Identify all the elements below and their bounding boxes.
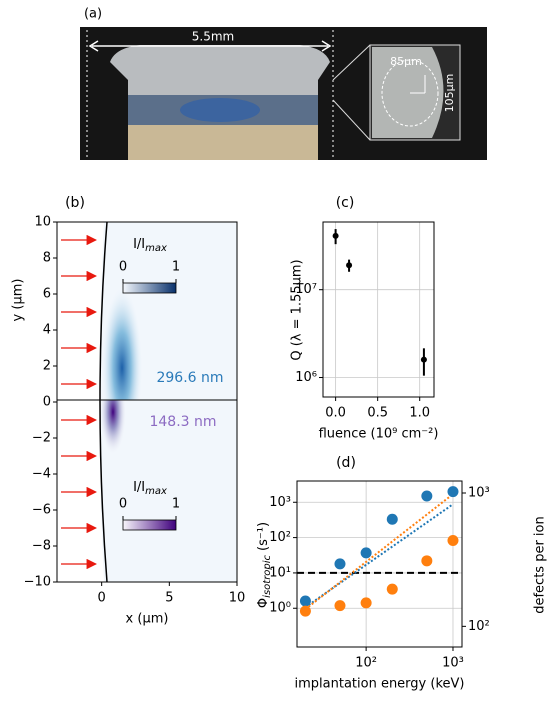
colorbar-label-main: I/I	[133, 480, 145, 495]
panel-label: (a)	[84, 7, 102, 22]
y-axis-label: Φisotropic (s⁻¹)	[256, 522, 274, 608]
y2-tick-label: 10²	[468, 619, 490, 634]
plot-frame	[56, 221, 238, 583]
colorbar-tick-label: 1	[172, 497, 180, 512]
data-point	[447, 486, 459, 498]
y-tick-label: 4	[43, 323, 51, 338]
data-point	[420, 356, 427, 363]
y-tick-label: −6	[32, 503, 51, 518]
data-point	[346, 262, 353, 269]
panel-label: (d)	[336, 455, 356, 471]
x-tick-label: 0.0	[325, 406, 346, 421]
x-axis-label: fluence (10⁹ cm⁻²)	[319, 427, 439, 442]
y-axis-label: Q (λ = 1.55μm)	[290, 259, 305, 360]
y-tick-label: 8	[43, 251, 51, 266]
y2-axis-label: defects per ion	[533, 516, 548, 614]
data-point	[386, 513, 398, 525]
x-tick-label: 0.5	[367, 406, 388, 421]
data-point	[421, 555, 433, 567]
x-tick-label: 1.0	[409, 406, 430, 421]
colorbar-label-main: I/I	[133, 237, 145, 252]
colorbar	[122, 519, 177, 531]
incident-arrows	[61, 234, 97, 570]
colorbar-tick-label: 1	[172, 260, 180, 275]
y-tick-label: 10	[34, 215, 51, 230]
y-axis-label: y (μm)	[11, 279, 26, 322]
panel-label: (b)	[65, 195, 85, 211]
y-tick-label: 10⁰	[269, 601, 291, 616]
radius-label: 85μm	[390, 55, 422, 68]
colorbar-label-sub: max	[145, 486, 167, 497]
plot-frame	[296, 480, 463, 648]
colorbar-tick-label: 0	[119, 497, 127, 512]
data-point	[299, 605, 311, 617]
x-axis-label: implantation energy (keV)	[295, 677, 465, 692]
y-tick-label: 0	[43, 395, 51, 410]
data-point	[360, 597, 372, 609]
y-axis-label-unit: (s⁻¹)	[256, 522, 271, 551]
x-tick-label: 10	[229, 591, 246, 606]
annotation: 148.3 nm	[149, 414, 216, 430]
colorbar-tick-label: 0	[119, 260, 127, 275]
x-axis-label: x (μm)	[126, 612, 169, 627]
x-tick-label: 10²	[355, 656, 377, 671]
width-label: 5.5mm	[192, 30, 234, 44]
colorbar-label: I/Imax	[133, 480, 167, 498]
data-point	[421, 490, 433, 502]
fit-line	[304, 493, 454, 610]
x-tick-label: 0	[98, 591, 106, 606]
y-tick-label: 10⁷	[295, 282, 317, 297]
y2-tick-label: 10³	[468, 485, 490, 500]
x-tick-label: 10³	[442, 656, 464, 671]
data-point	[334, 558, 346, 570]
data-point	[334, 600, 346, 612]
y-tick-label: −10	[24, 575, 51, 590]
y-tick-label: 10¹	[269, 565, 291, 580]
x-tick-label: 5	[165, 591, 173, 606]
y-tick-label: 10²	[269, 530, 291, 545]
y-tick-label: 6	[43, 287, 51, 302]
y-tick-label: 2	[43, 359, 51, 374]
colorbar	[122, 282, 177, 294]
data-point	[447, 535, 459, 547]
y-axis-label-main: Φ	[256, 598, 271, 608]
height-label: 105μm	[443, 74, 456, 113]
y-tick-label: 10⁶	[295, 370, 317, 385]
y-axis-label-sub: isotropic	[262, 554, 273, 597]
y-tick-label: −4	[32, 467, 51, 482]
fit-line	[304, 503, 454, 609]
y-tick-label: −2	[32, 431, 51, 446]
annotation: 296.6 nm	[156, 370, 223, 386]
panel-label: (c)	[336, 195, 355, 211]
data-point	[360, 547, 372, 559]
data-point	[332, 232, 339, 239]
colorbar-label: I/Imax	[133, 237, 167, 255]
y-tick-label: −8	[32, 539, 51, 554]
data-point	[299, 595, 311, 607]
field-map	[57, 221, 237, 583]
data-point	[386, 583, 398, 595]
photo	[80, 27, 487, 160]
y-tick-label: 10³	[269, 495, 291, 510]
plot-frame	[322, 221, 435, 398]
colorbar-label-sub: max	[145, 243, 167, 254]
